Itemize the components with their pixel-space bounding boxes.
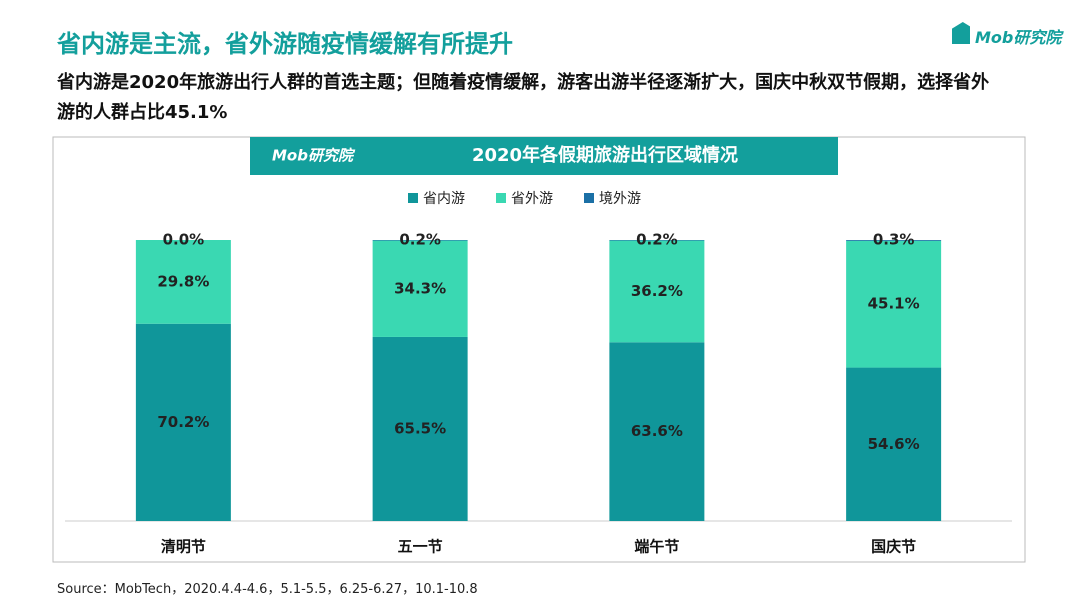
legend-label: 省外游 [511, 191, 553, 207]
data-label: 34.3% [394, 279, 446, 297]
logo-icon [952, 22, 970, 44]
legend-swatch [584, 193, 594, 203]
legend-label: 境外游 [599, 191, 641, 207]
band-logo: Mob研究院 [272, 147, 356, 165]
bar-segment [372, 336, 468, 521]
bar-segment [846, 240, 942, 241]
data-label: 0.2% [636, 231, 678, 249]
chart-title: 2020年各假期旅游出行区域情况 [472, 144, 738, 166]
bar-segment [609, 240, 705, 343]
data-label: 54.6% [868, 435, 920, 453]
legend-label: 省内游 [423, 191, 465, 207]
bar-segment [372, 240, 468, 241]
bar-segment [135, 240, 231, 324]
data-label: 0.2% [399, 231, 441, 249]
legend-swatch [408, 193, 418, 203]
bar-segment [609, 240, 705, 241]
logo: Mob研究院 [975, 28, 1062, 47]
data-label: 0.0% [163, 231, 205, 249]
x-tick-label: 五一节 [398, 538, 443, 556]
data-label: 70.2% [157, 413, 209, 431]
data-label: 0.3% [873, 231, 915, 249]
x-tick-label: 清明节 [161, 538, 206, 556]
legend-swatch [496, 193, 506, 203]
bar-segment [372, 240, 468, 337]
data-label: 63.6% [631, 422, 683, 440]
data-label: 65.5% [394, 419, 446, 437]
slide-title: 省内游是主流，省外游随疫情缓解有所提升 [57, 30, 513, 58]
x-tick-label: 国庆节 [871, 538, 916, 556]
bar-segment [846, 240, 942, 368]
data-label: 29.8% [157, 272, 209, 290]
data-label: 45.1% [868, 295, 920, 313]
chart-header-band [250, 137, 838, 175]
source: Source：MobTech，2020.4.4-4.6，5.1-5.5，6.25… [57, 582, 478, 597]
slide-subtitle: 省内游是2020年旅游出行人群的首选主题；但随着疫情缓解，游客出游半径逐渐扩大，… [57, 72, 990, 123]
bar-segment [846, 367, 942, 521]
data-label: 36.2% [631, 282, 683, 300]
bar-segment [609, 342, 705, 521]
x-tick-label: 端午节 [634, 538, 679, 556]
bar-segment [135, 323, 231, 521]
